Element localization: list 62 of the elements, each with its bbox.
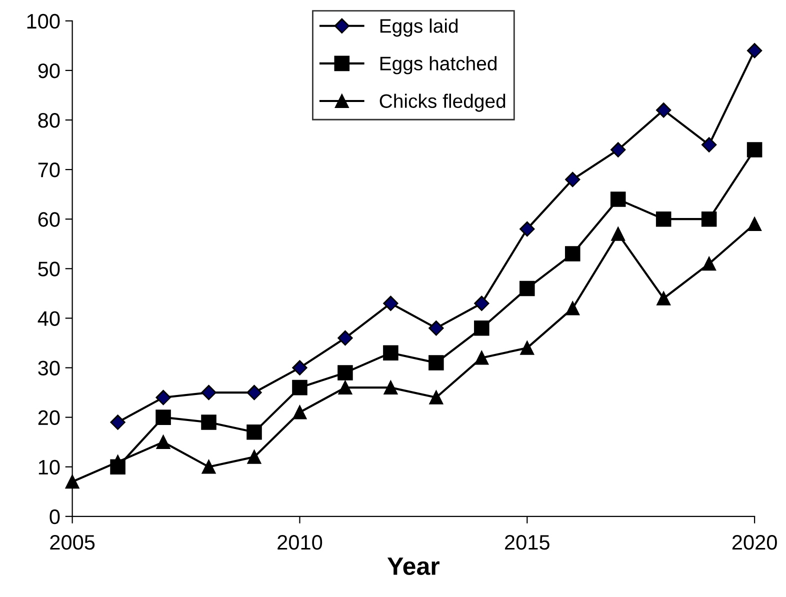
y-tick-label: 50	[38, 262, 60, 276]
point	[428, 355, 444, 370]
point	[474, 350, 489, 365]
y-tick-label: 70	[38, 162, 60, 178]
point	[566, 301, 580, 316]
point	[656, 291, 671, 306]
y-tick-label: 90	[38, 63, 60, 78]
point	[701, 211, 717, 227]
point	[110, 414, 126, 430]
y-tick-label: 30	[38, 360, 60, 376]
point	[292, 360, 308, 376]
legend-label: Eggs hatched	[380, 56, 496, 74]
y-tick-label: 100	[27, 14, 60, 29]
point	[156, 410, 171, 425]
legend-label: Eggs laid	[380, 18, 458, 37]
point	[338, 365, 353, 380]
point	[201, 384, 216, 400]
point	[383, 345, 398, 361]
point	[520, 280, 535, 296]
point	[611, 227, 626, 241]
y-tick-label: 0	[50, 509, 60, 524]
x-tick-label: 2005	[50, 535, 95, 550]
point	[474, 320, 490, 336]
point	[702, 137, 717, 152]
y-tick-label: 10	[38, 460, 60, 475]
point	[656, 102, 672, 118]
point	[748, 217, 762, 231]
point	[428, 320, 444, 336]
point	[156, 435, 170, 450]
point	[202, 460, 216, 474]
point	[610, 192, 626, 207]
y-tick-label: 20	[38, 410, 60, 426]
point	[702, 256, 716, 271]
point	[338, 330, 353, 346]
x-tick-label: 2020	[732, 535, 777, 550]
point	[474, 296, 490, 311]
x-tick-label: 2015	[505, 535, 550, 550]
point	[292, 405, 307, 420]
y-tick-label: 80	[38, 113, 60, 128]
point	[656, 211, 672, 227]
x-axis-title: Year	[387, 558, 440, 576]
y-tick-label: 40	[38, 311, 60, 326]
point	[610, 142, 626, 158]
point	[746, 43, 762, 58]
point	[520, 340, 534, 355]
point	[156, 390, 171, 406]
point	[520, 221, 535, 237]
point	[246, 424, 262, 440]
point	[246, 384, 262, 400]
point	[383, 296, 398, 311]
point	[429, 390, 444, 404]
point	[292, 380, 308, 396]
point	[384, 380, 398, 395]
point	[201, 414, 216, 430]
point	[565, 172, 580, 188]
y-tick-label: 60	[38, 212, 60, 227]
point	[247, 450, 262, 464]
legend-label: Chicks fledged	[380, 94, 506, 112]
x-tick-label: 2010	[278, 535, 322, 550]
point	[564, 246, 580, 262]
point	[746, 142, 762, 158]
point	[338, 380, 352, 395]
